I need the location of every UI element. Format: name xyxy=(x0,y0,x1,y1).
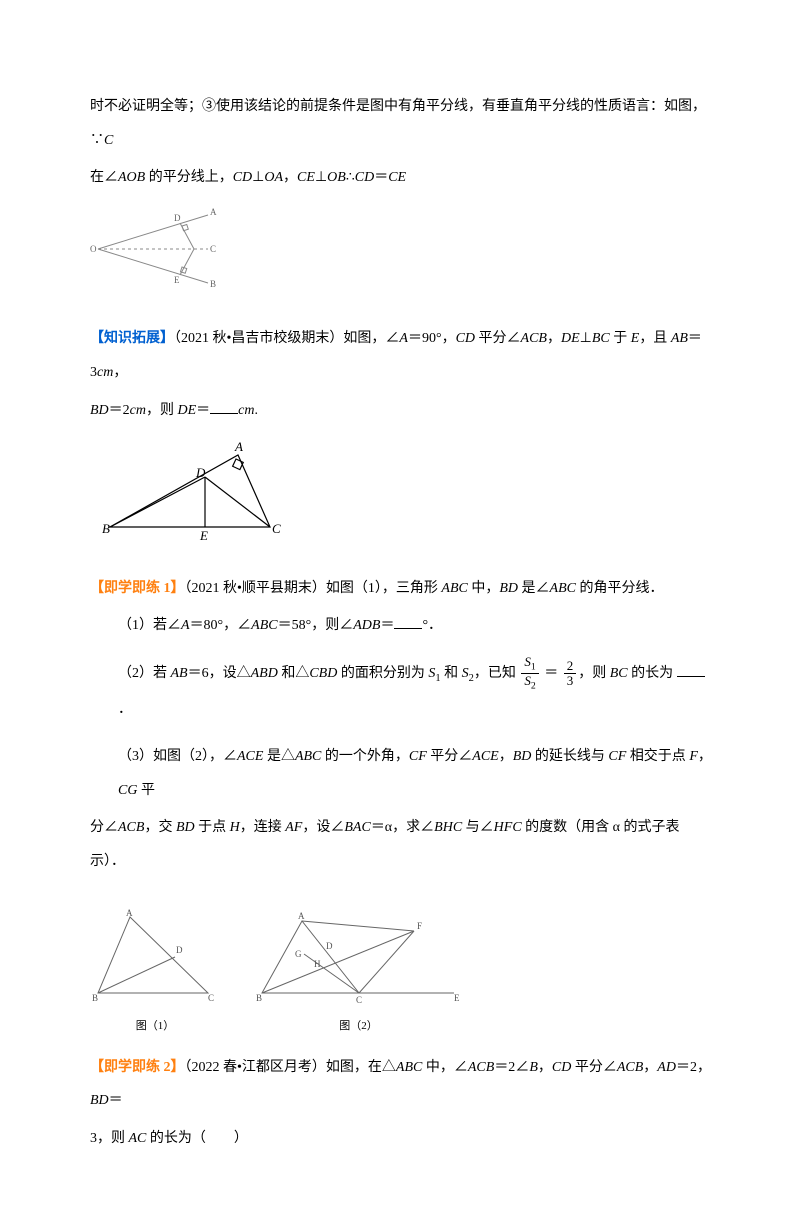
tag-lian2: 【即学即练 2】 xyxy=(90,1060,185,1075)
blank-1 xyxy=(210,399,238,414)
intro-line1: 时不必证明全等；③使用该结论的前提条件是图中有角平分线，有垂直角平分线的性质语言… xyxy=(90,90,714,157)
svg-text:H: H xyxy=(314,959,321,969)
svg-text:B: B xyxy=(102,521,110,536)
svg-text:B: B xyxy=(210,279,216,289)
lian1-q3a: （3）如图（2），∠ACE 是△ABC 的一个外角，CF 平分∠ACE，BD 的… xyxy=(90,740,714,807)
svg-text:B: B xyxy=(256,993,262,1003)
lian1-header: 【即学即练 1】（2021 秋•顺平县期末）如图（1），三角形 ABC 中，BD… xyxy=(90,572,714,606)
svg-text:A: A xyxy=(126,909,133,918)
svg-text:C: C xyxy=(210,244,216,254)
caption-fig2: 图（2） xyxy=(254,1019,464,1034)
caption-fig1: 图（1） xyxy=(90,1019,220,1034)
lian1-q1: （1）若∠A＝80°，∠ABC＝58°，则∠ADB＝°． xyxy=(90,609,714,643)
lian1-q3b: 分∠ACB，交 BD 于点 H，连接 AF，设∠BAC＝α，求∠BHC 与∠HF… xyxy=(90,811,714,878)
svg-text:D: D xyxy=(176,945,183,955)
lian2-line2: 3，则 AC 的长为（ ） xyxy=(90,1122,714,1156)
tag-lian1: 【即学即练 1】 xyxy=(90,581,185,596)
tuozhan-line2: BD＝2cm，则 DE＝cm. xyxy=(90,394,714,428)
svg-text:D: D xyxy=(195,465,206,480)
svg-text:E: E xyxy=(199,528,208,542)
tag-zhishi: 【知识拓展】 xyxy=(90,331,174,346)
intro-text: 时不必证明全等；③使用该结论的前提条件是图中有角平分线，有垂直角平分线的性质语言… xyxy=(90,99,706,148)
svg-text:C: C xyxy=(208,993,214,1003)
lian2-line1: 【即学即练 2】（2022 春•江都区月考）如图，在△ABC 中，∠ACB＝2∠… xyxy=(90,1051,714,1118)
svg-text:A: A xyxy=(234,439,243,454)
svg-text:C: C xyxy=(272,521,281,536)
svg-text:F: F xyxy=(417,921,422,931)
svg-text:A: A xyxy=(210,207,217,217)
svg-text:E: E xyxy=(174,275,180,285)
blank-3 xyxy=(677,662,705,677)
fraction-s1s2: S1 S2 xyxy=(521,655,538,693)
svg-text:D: D xyxy=(326,941,333,951)
svg-text:A: A xyxy=(298,911,305,921)
blank-2 xyxy=(394,614,422,629)
svg-text:D: D xyxy=(174,213,181,223)
svg-text:E: E xyxy=(454,993,460,1003)
letter-c: C xyxy=(104,133,113,148)
lian1-q2: （2）若 AB＝6，设△ABD 和△CBD 的面积分别为 S1 和 S2，已知 … xyxy=(90,655,714,726)
intro-line2: 在∠AOB 的平分线上，CD⊥OA，CE⊥OB∴CD＝CE xyxy=(90,161,714,195)
svg-text:O: O xyxy=(90,244,97,254)
figure-pair: A D B C 图（1） A B xyxy=(90,909,714,1035)
svg-text:G: G xyxy=(295,949,302,959)
fraction-23: 2 3 xyxy=(564,659,577,689)
svg-text:B: B xyxy=(92,993,98,1003)
svg-text:C: C xyxy=(356,995,362,1004)
tuozhan-line: 【知识拓展】（2021 秋•昌吉市校级期末）如图，∠A＝90°，CD 平分∠AC… xyxy=(90,322,714,389)
figure-angle-bisector: O A B C D E xyxy=(90,205,714,307)
figure-triangle-dec: A D B E C xyxy=(100,437,714,556)
